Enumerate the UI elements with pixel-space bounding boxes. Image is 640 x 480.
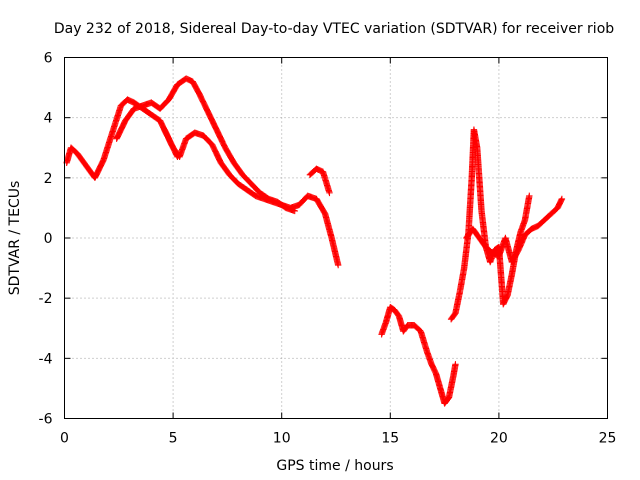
data-series: [463, 195, 566, 266]
y-tick-label: -4: [39, 351, 53, 367]
plus-marker: [334, 261, 342, 269]
x-tick-label: 15: [381, 431, 399, 447]
data-series: [378, 303, 459, 407]
data-series: [447, 126, 533, 323]
y-tick-label: 6: [44, 51, 53, 67]
chart-title: Day 232 of 2018, Sidereal Day-to-day VTE…: [54, 21, 614, 37]
x-tick-label: 0: [60, 431, 69, 447]
plus-marker: [452, 361, 459, 368]
y-tick-label: -6: [39, 412, 53, 428]
data-series: [113, 75, 298, 215]
plus-marker: [558, 195, 566, 203]
x-tick-labels: 0 5 10 15 20 25: [60, 431, 616, 447]
plus-marker: [326, 189, 333, 197]
x-tick-label: 20: [490, 431, 508, 447]
x-axis-label: GPS time / hours: [276, 458, 393, 474]
y-tick-label: 0: [44, 231, 53, 247]
data-series: [161, 126, 342, 269]
data-series: [306, 165, 333, 197]
x-tick-label: 5: [169, 431, 178, 447]
x-tick-label: 25: [599, 431, 617, 447]
y-tick-labels: -6 -4 -2 0 2 4 6: [39, 51, 53, 428]
data-markers: [63, 75, 566, 407]
plus-marker: [526, 192, 533, 200]
plot-frame: [64, 57, 608, 419]
y-tick-label: 4: [44, 111, 53, 127]
y-axis-label: SDTVAR / TECUs: [7, 181, 23, 296]
y-tick-label: 2: [44, 171, 53, 187]
x-tick-label: 10: [273, 431, 291, 447]
y-tick-label: -2: [39, 291, 53, 307]
